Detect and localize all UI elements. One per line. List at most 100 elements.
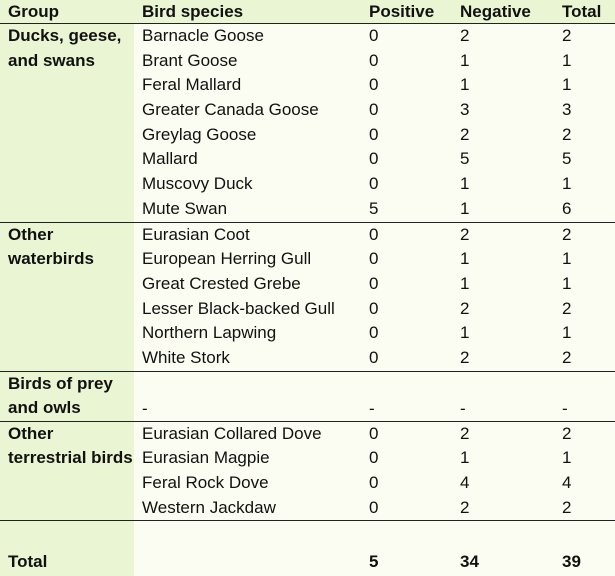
table-row: Northern Lapwing 0 1 1 xyxy=(0,321,615,346)
species-cell: Mute Swan xyxy=(142,198,228,218)
total-cell: 2 xyxy=(562,423,572,443)
table-row: Other terrestrial birds Eurasian Collared… xyxy=(0,421,615,521)
species-cell: Feral Rock Dove xyxy=(142,473,269,492)
negative-cell: 1 xyxy=(460,273,470,293)
positive-cell: 0 xyxy=(369,100,379,120)
header-row: Group Bird species Positive Negative Tot… xyxy=(0,0,615,24)
positive-cell: 0 xyxy=(369,473,379,492)
total-negative: 34 xyxy=(460,552,479,572)
negative-cell: - xyxy=(460,398,466,418)
negative-cell: 2 xyxy=(460,298,470,318)
total-cell: 1 xyxy=(562,273,572,293)
table-row: Great Crested Grebe 0 1 1 xyxy=(0,272,615,297)
species-cell: Eurasian Collared Dove xyxy=(142,423,322,443)
species-cell: Mallard xyxy=(142,149,198,169)
header-species: Bird species xyxy=(134,0,361,24)
total-label: Total xyxy=(0,520,134,576)
group-section: Other waterbirds Eurasian Coot 0 2 2 European… xyxy=(0,222,615,372)
group-section: Ducks, geese, and swans Barnacle Goose 0 2 2… xyxy=(0,23,615,222)
negative-cell: 1 xyxy=(460,174,470,194)
positive-cell: 0 xyxy=(369,249,379,269)
group-cell: Other terrestrial birds xyxy=(0,421,134,521)
negative-cell: 1 xyxy=(460,323,470,343)
header-total: Total xyxy=(554,0,615,24)
table-row: Feral Mallard 0 1 1 xyxy=(0,73,615,98)
total-cell: 1 xyxy=(562,50,572,70)
total-cell: 2 xyxy=(562,497,572,517)
total-cell: 2 xyxy=(562,224,572,244)
species-cell: Western Jackdaw xyxy=(142,497,276,517)
group-cell: Birds of prey and owls xyxy=(0,371,134,422)
negative-cell: 3 xyxy=(460,100,470,120)
positive-cell: 5 xyxy=(369,198,379,218)
species-cell: - xyxy=(142,398,148,418)
negative-cell: 1 xyxy=(460,50,470,70)
negative-cell: 2 xyxy=(460,347,470,367)
positive-cell: 0 xyxy=(369,273,379,293)
positive-cell: 0 xyxy=(369,124,379,144)
table-row: Muscovy Duck 0 1 1 xyxy=(0,172,615,197)
group-section: Birds of prey and owls - - - - xyxy=(0,371,615,422)
table-row: Greylag Goose 0 2 2 xyxy=(0,123,615,148)
positive-cell: 0 xyxy=(369,298,379,318)
table-row: Feral Rock Dove 0 4 4 xyxy=(0,471,615,496)
negative-cell: 1 xyxy=(460,448,470,468)
species-cell: White Stork xyxy=(142,347,230,367)
group-section: Other terrestrial birds Eurasian Collared… xyxy=(0,421,615,521)
positive-cell: 0 xyxy=(369,50,379,70)
positive-cell: 0 xyxy=(369,423,379,443)
species-cell: Northern Lapwing xyxy=(142,323,277,343)
total-cell: - xyxy=(562,398,568,418)
species-cell: European Herring Gull xyxy=(142,249,312,269)
species-cell: Greylag Goose xyxy=(142,124,257,144)
table-row: Other waterbirds Eurasian Coot 0 2 2 xyxy=(0,222,615,372)
total-positive: 5 xyxy=(369,552,379,572)
positive-cell: - xyxy=(369,398,375,418)
total-row: Total 5 34 39 xyxy=(0,520,615,576)
table-row: Lesser Black-backed Gull 0 2 2 xyxy=(0,297,615,322)
species-cell: Feral Mallard xyxy=(142,75,242,95)
table-row: Ducks, geese, and swans Barnacle Goose 0 2 2 xyxy=(0,23,615,222)
total-cell: 1 xyxy=(562,75,572,95)
table-row: Birds of prey and owls - - - - xyxy=(0,371,615,422)
total-cell: 1 xyxy=(562,448,572,468)
species-cell: Greater Canada Goose xyxy=(142,100,319,120)
positive-cell: 0 xyxy=(369,497,379,517)
table-row: Mute Swan 5 1 6 xyxy=(0,197,615,222)
total-cell: 1 xyxy=(562,174,572,194)
species-cell: Eurasian Coot xyxy=(142,224,250,244)
total-cell: 2 xyxy=(562,347,572,367)
species-cell: Barnacle Goose xyxy=(142,26,264,45)
total-cell: 2 xyxy=(562,26,572,45)
total-cell: 3 xyxy=(562,100,572,120)
table-row: European Herring Gull 0 1 1 xyxy=(0,247,615,272)
table-row: Western Jackdaw 0 2 2 xyxy=(0,496,615,521)
total-cell: 1 xyxy=(562,249,572,269)
positive-cell: 0 xyxy=(369,448,379,468)
table-row: Greater Canada Goose 0 3 3 xyxy=(0,98,615,123)
species-cell: Brant Goose xyxy=(142,50,238,70)
species-cell: Eurasian Magpie xyxy=(142,448,270,468)
group-cell: Ducks, geese, and swans xyxy=(0,23,134,222)
total-cell: 2 xyxy=(562,124,572,144)
negative-cell: 5 xyxy=(460,149,470,169)
negative-cell: 4 xyxy=(460,473,470,492)
negative-cell: 2 xyxy=(460,124,470,144)
negative-cell: 2 xyxy=(460,423,470,443)
negative-cell: 1 xyxy=(460,198,470,218)
table-row: Eurasian Magpie 0 1 1 xyxy=(0,446,615,471)
positive-cell: 0 xyxy=(369,26,379,45)
positive-cell: 0 xyxy=(369,75,379,95)
header-negative: Negative xyxy=(452,0,554,24)
negative-cell: 2 xyxy=(460,26,470,45)
header-group: Group xyxy=(0,0,134,24)
table-row: White Stork 0 2 2 xyxy=(0,346,615,371)
positive-cell: 0 xyxy=(369,224,379,244)
total-total: 39 xyxy=(562,552,581,572)
negative-cell: 2 xyxy=(460,497,470,517)
table-row: Mallard 0 5 5 xyxy=(0,147,615,172)
total-cell: 6 xyxy=(562,198,572,218)
negative-cell: 1 xyxy=(460,75,470,95)
table-row: Brant Goose 0 1 1 xyxy=(0,49,615,74)
